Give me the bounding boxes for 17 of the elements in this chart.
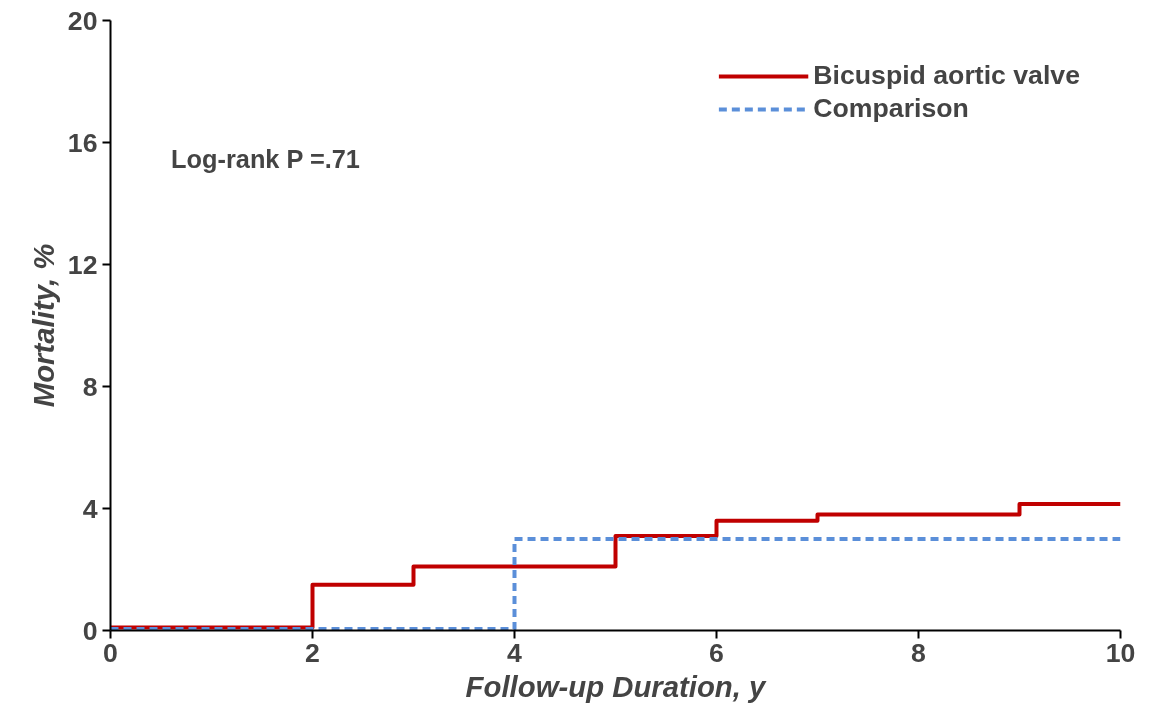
legend-label: Comparison	[813, 93, 969, 124]
x-tick-label: 6	[709, 637, 724, 668]
legend-label: Bicuspid aortic valve	[813, 60, 1080, 91]
x-tick-label: 0	[103, 637, 118, 668]
y-tick-label: 4	[82, 493, 98, 524]
x-axis-title: Follow-up Duration, y	[465, 669, 768, 703]
y-tick-label: 8	[82, 371, 98, 402]
x-tick-label: 8	[911, 637, 926, 668]
x-tick-label: 2	[305, 637, 320, 668]
x-tick-label: 10	[1105, 637, 1136, 668]
y-tick-label: 12	[67, 249, 98, 280]
y-tick-label: 0	[82, 615, 98, 646]
y-tick-label: 20	[67, 5, 98, 36]
y-tick-label: 16	[67, 127, 98, 158]
x-tick-label: 4	[507, 637, 523, 668]
annotation: Log-rank P =.71	[171, 145, 360, 173]
y-axis-title: Mortality, %	[26, 243, 60, 408]
